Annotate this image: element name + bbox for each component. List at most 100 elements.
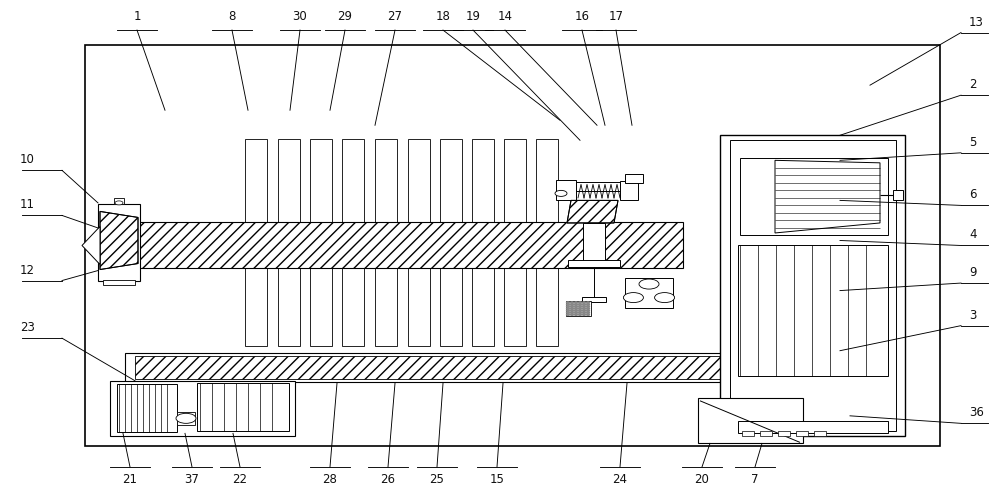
Circle shape <box>570 310 574 312</box>
Bar <box>625 174 643 183</box>
Circle shape <box>582 312 586 314</box>
Bar <box>582 297 606 302</box>
Circle shape <box>586 314 590 316</box>
Bar <box>625 278 673 308</box>
Bar <box>730 140 896 431</box>
Circle shape <box>582 314 586 316</box>
Text: 10: 10 <box>20 153 35 166</box>
Circle shape <box>566 310 570 312</box>
Text: 15: 15 <box>490 473 504 486</box>
Circle shape <box>578 310 582 312</box>
Text: 8: 8 <box>228 10 236 23</box>
Bar <box>536 268 558 346</box>
Bar <box>135 356 730 379</box>
Text: 22: 22 <box>232 473 248 486</box>
Text: 1: 1 <box>133 10 141 23</box>
Text: 7: 7 <box>751 473 759 486</box>
Bar <box>440 139 462 222</box>
Bar <box>375 268 397 346</box>
Text: 9: 9 <box>969 266 976 279</box>
Bar <box>177 412 195 425</box>
Bar <box>893 190 903 200</box>
Bar <box>738 421 888 433</box>
Text: 20: 20 <box>695 473 709 486</box>
Bar <box>760 431 772 436</box>
Polygon shape <box>567 200 618 223</box>
Circle shape <box>578 312 582 314</box>
Bar <box>720 135 905 436</box>
Text: 17: 17 <box>608 10 624 23</box>
Polygon shape <box>82 226 100 265</box>
Circle shape <box>574 308 578 309</box>
Bar <box>620 181 638 200</box>
Bar <box>583 223 605 261</box>
Bar <box>472 268 494 346</box>
Text: 2: 2 <box>969 78 976 91</box>
Bar <box>197 383 289 431</box>
Text: 27: 27 <box>388 10 402 23</box>
Circle shape <box>623 293 643 303</box>
Circle shape <box>115 201 123 205</box>
Circle shape <box>586 306 590 307</box>
Circle shape <box>578 308 582 309</box>
Text: 36: 36 <box>969 406 984 419</box>
Polygon shape <box>775 160 880 233</box>
Text: 16: 16 <box>574 10 590 23</box>
Bar <box>566 301 591 316</box>
Circle shape <box>566 306 570 307</box>
Text: 6: 6 <box>969 188 976 201</box>
Text: 30: 30 <box>293 10 307 23</box>
Circle shape <box>655 293 675 303</box>
Circle shape <box>566 304 570 306</box>
Bar <box>536 139 558 222</box>
Circle shape <box>574 310 578 312</box>
Circle shape <box>574 304 578 306</box>
Text: 29: 29 <box>338 10 352 23</box>
Bar <box>138 222 683 268</box>
Circle shape <box>574 314 578 316</box>
Circle shape <box>574 302 578 303</box>
Text: 12: 12 <box>20 264 35 277</box>
Text: 21: 21 <box>122 473 138 486</box>
Circle shape <box>582 302 586 303</box>
Circle shape <box>582 304 586 306</box>
Circle shape <box>176 413 196 423</box>
Circle shape <box>586 310 590 312</box>
Bar <box>740 158 888 235</box>
Bar <box>310 268 332 346</box>
Circle shape <box>570 306 574 307</box>
Circle shape <box>578 302 582 303</box>
Circle shape <box>570 312 574 314</box>
Circle shape <box>582 308 586 309</box>
Text: 18: 18 <box>436 10 450 23</box>
Bar <box>556 180 576 200</box>
Bar <box>504 139 526 222</box>
Text: 25: 25 <box>430 473 444 486</box>
Bar <box>110 381 295 436</box>
Bar <box>342 139 364 222</box>
Circle shape <box>566 314 570 316</box>
Bar <box>698 398 803 443</box>
Bar <box>278 139 300 222</box>
Bar <box>408 268 430 346</box>
Bar <box>796 431 808 436</box>
Circle shape <box>574 306 578 307</box>
Bar <box>103 280 135 285</box>
Circle shape <box>570 304 574 306</box>
Circle shape <box>586 312 590 314</box>
Bar <box>125 353 740 382</box>
Circle shape <box>578 304 582 306</box>
Bar <box>278 268 300 346</box>
Circle shape <box>582 310 586 312</box>
Bar <box>245 139 267 222</box>
Circle shape <box>570 314 574 316</box>
Bar <box>310 139 332 222</box>
Circle shape <box>639 279 659 289</box>
Text: 11: 11 <box>20 198 35 211</box>
Text: 5: 5 <box>969 136 976 149</box>
Bar <box>342 268 364 346</box>
Text: 3: 3 <box>969 309 976 322</box>
Circle shape <box>555 190 567 196</box>
Bar <box>472 139 494 222</box>
Text: 23: 23 <box>20 321 35 334</box>
